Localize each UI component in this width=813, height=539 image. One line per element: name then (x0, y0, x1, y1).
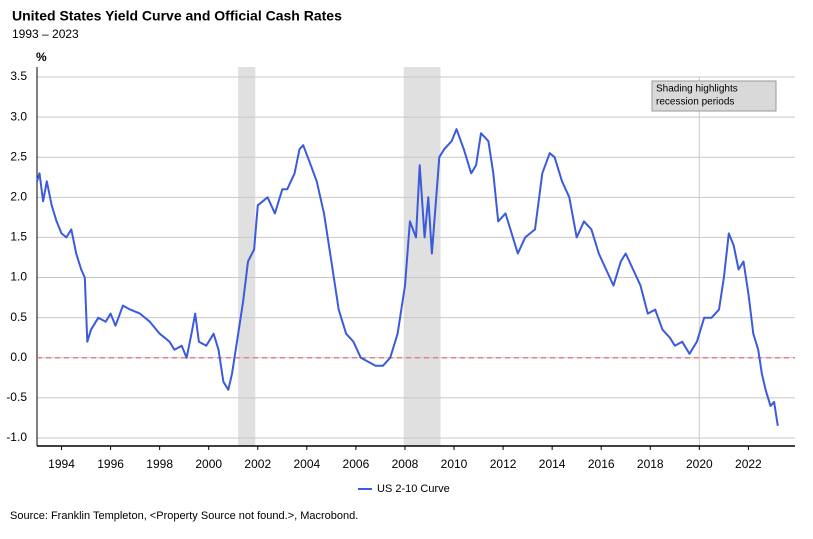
annotation-text: recession periods (656, 97, 734, 108)
x-tick-label: 2014 (539, 457, 566, 471)
chart-title: United States Yield Curve and Official C… (12, 8, 342, 24)
chart-subtitle: 1993 – 2023 (12, 27, 79, 41)
x-tick-label: 1998 (146, 457, 173, 471)
x-tick-label: 1994 (48, 457, 75, 471)
y-tick-label: -1.0 (6, 430, 27, 444)
x-tick-label: 2010 (441, 457, 468, 471)
x-tick-label: 2022 (735, 457, 762, 471)
annotation-box (651, 80, 777, 112)
y-tick-label: 3.5 (10, 69, 27, 83)
y-tick-label: 0.5 (10, 310, 27, 324)
x-tick-label: 2018 (637, 457, 664, 471)
annotation-text: Shading highlights (656, 84, 738, 95)
y-tick-label: 0.0 (10, 350, 27, 364)
y-tick-label: -0.5 (6, 390, 27, 404)
x-tick-label: 1996 (97, 457, 124, 471)
x-tick-label: 2016 (588, 457, 615, 471)
series-line (36, 128, 779, 427)
x-tick-label: 2012 (490, 457, 517, 471)
x-tick-label: 2006 (343, 457, 370, 471)
y-tick-label: 3.0 (10, 109, 27, 123)
x-tick-label: 2008 (392, 457, 419, 471)
recession-band (238, 67, 256, 446)
source: Source: Franklin Templeton, <Property So… (10, 510, 358, 522)
y-tick-label: 1.5 (10, 230, 27, 244)
x-tick-label: 2004 (293, 457, 320, 471)
x-tick-label: 2002 (244, 457, 271, 471)
y-tick-label: 2.0 (10, 189, 27, 203)
y-tick-label: 2.5 (10, 149, 27, 163)
recession-band (403, 67, 441, 446)
x-tick-label: 2000 (195, 457, 222, 471)
x-tick-label: 2020 (686, 457, 713, 471)
legend-label: US 2-10 Curve (377, 483, 450, 495)
y-tick-label: 1.0 (10, 270, 27, 284)
y-unit: % (36, 50, 47, 64)
